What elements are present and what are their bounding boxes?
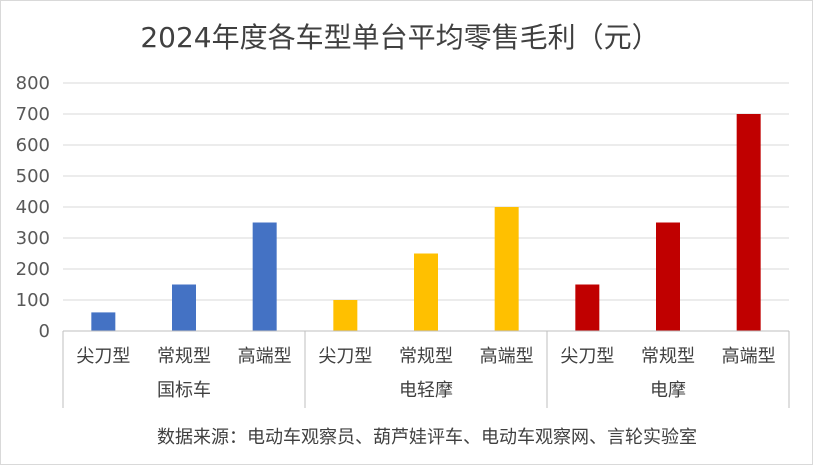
y-tick-label: 600 <box>16 135 50 156</box>
chart-title: 2024年度各车型单台平均零售毛利（元） <box>140 21 659 54</box>
group-label: 电摩 <box>650 380 686 401</box>
bar <box>575 284 600 331</box>
y-axis-ticks: 0 100 200 300 400 500 600 700 800 <box>16 73 50 342</box>
bar <box>494 207 519 331</box>
category-label: 常规型 <box>641 346 695 367</box>
bar <box>91 312 116 331</box>
y-tick-label: 300 <box>16 228 50 249</box>
bar <box>172 284 196 331</box>
category-label: 高端型 <box>238 346 292 367</box>
bars <box>91 114 761 331</box>
bar <box>333 300 358 331</box>
bar <box>736 114 761 331</box>
bar <box>252 222 277 331</box>
bar <box>656 222 680 331</box>
y-tick-label: 100 <box>16 290 50 311</box>
y-tick-label: 400 <box>16 197 50 218</box>
group-label: 国标车 <box>157 380 211 401</box>
group-label: 电轻摩 <box>399 380 453 401</box>
category-label: 尖刀型 <box>76 346 130 367</box>
y-tick-label: 800 <box>16 73 50 94</box>
gridlines <box>63 82 789 301</box>
y-tick-label: 700 <box>16 104 50 125</box>
category-label: 高端型 <box>722 346 776 367</box>
category-label: 高端型 <box>480 346 534 367</box>
y-tick-label: 200 <box>16 259 50 280</box>
source-note: 数据来源：电动车观察员、葫芦娃评车、电动车观察网、言轮实验室 <box>157 427 697 448</box>
category-label: 尖刀型 <box>318 346 372 367</box>
category-label: 常规型 <box>399 346 453 367</box>
bar <box>414 253 438 331</box>
category-label: 常规型 <box>157 346 211 367</box>
y-tick-label: 0 <box>39 321 50 342</box>
category-label: 尖刀型 <box>560 346 614 367</box>
y-tick-label: 500 <box>16 166 50 187</box>
